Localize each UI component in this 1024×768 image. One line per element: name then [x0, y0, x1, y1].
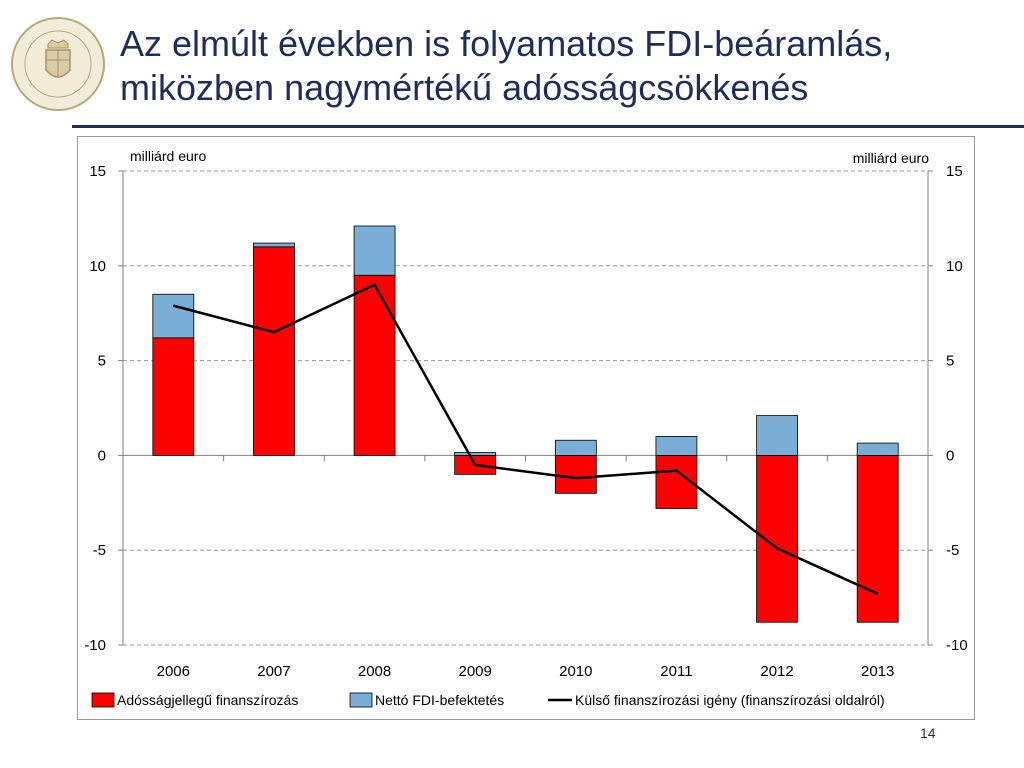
- axes: [118, 170, 933, 646]
- mnb-logo: [11, 17, 105, 111]
- y-tick-label-right: 0: [946, 447, 954, 464]
- y-tick-label-right: 15: [946, 163, 963, 180]
- bar: [253, 246, 295, 456]
- legend-swatch: [349, 692, 373, 708]
- bar: [353, 274, 396, 456]
- y-tick-label-right: -5: [946, 542, 959, 559]
- right-unit-label: milliárd euro: [853, 150, 929, 166]
- title-underline: [72, 125, 1024, 128]
- legend-swatch: [91, 692, 115, 708]
- legend: Adósságjellegű finanszírozás Nettó FDI-be…: [91, 692, 885, 708]
- x-tick-label: 2012: [760, 663, 793, 680]
- bar: [152, 337, 195, 456]
- bar: [655, 436, 698, 456]
- legend-label: Adósságjellegű finanszírozás: [117, 692, 298, 708]
- slide-title: Az elmúlt években is folyamatos FDI-beár…: [120, 22, 1020, 110]
- x-tick-label: 2011: [660, 663, 692, 680]
- legend-label: Nettó FDI-befektetés: [375, 692, 504, 708]
- x-tick-label: 2009: [459, 663, 492, 680]
- y-tick-label-left: -5: [93, 542, 106, 559]
- y-tick-label-left: 0: [98, 447, 106, 464]
- x-tick-label: 2010: [559, 663, 592, 680]
- axis-labels: -10 -10 -5 -5 0 0 5 5 10 10 15 15 2006 2007 2008 2009 20…: [84, 163, 967, 680]
- bar: [554, 439, 597, 456]
- bars: [152, 225, 899, 623]
- title-line-1: Az elmúlt években is folyamatos FDI-beár…: [120, 23, 893, 64]
- x-tick-label: 2006: [157, 663, 190, 680]
- bar: [253, 242, 295, 248]
- series-line: [172, 283, 879, 595]
- title-line-2: miközben nagymértékű adósságcsökkenés: [120, 67, 809, 108]
- line-series: [172, 283, 879, 595]
- chart-frame: [77, 136, 975, 720]
- bar: [353, 225, 396, 276]
- y-tick-label-left: 15: [89, 163, 106, 180]
- y-tick-label-left: 5: [98, 353, 106, 370]
- left-unit-label: milliárd euro: [130, 148, 206, 164]
- y-tick-label-left: 10: [89, 258, 106, 275]
- bar: [554, 454, 597, 494]
- x-tick-label: 2013: [861, 663, 894, 680]
- x-tick-label: 2008: [358, 663, 391, 680]
- y-tick-label-right: -10: [946, 637, 968, 654]
- page-number: 14: [920, 725, 936, 741]
- x-tick-label: 2007: [257, 663, 290, 680]
- bar: [454, 452, 497, 456]
- bar: [152, 293, 195, 339]
- legend-label: Külső finanszírozási igény (finanszírozá…: [575, 692, 885, 708]
- y-tick-label-right: 5: [946, 353, 954, 370]
- y-tick-label-right: 10: [946, 258, 963, 275]
- bar: [856, 442, 899, 456]
- y-tick-label-left: -10: [84, 637, 106, 654]
- bar: [756, 415, 798, 456]
- gridlines: [123, 170, 928, 646]
- bar: [756, 454, 798, 623]
- bar: [856, 454, 899, 623]
